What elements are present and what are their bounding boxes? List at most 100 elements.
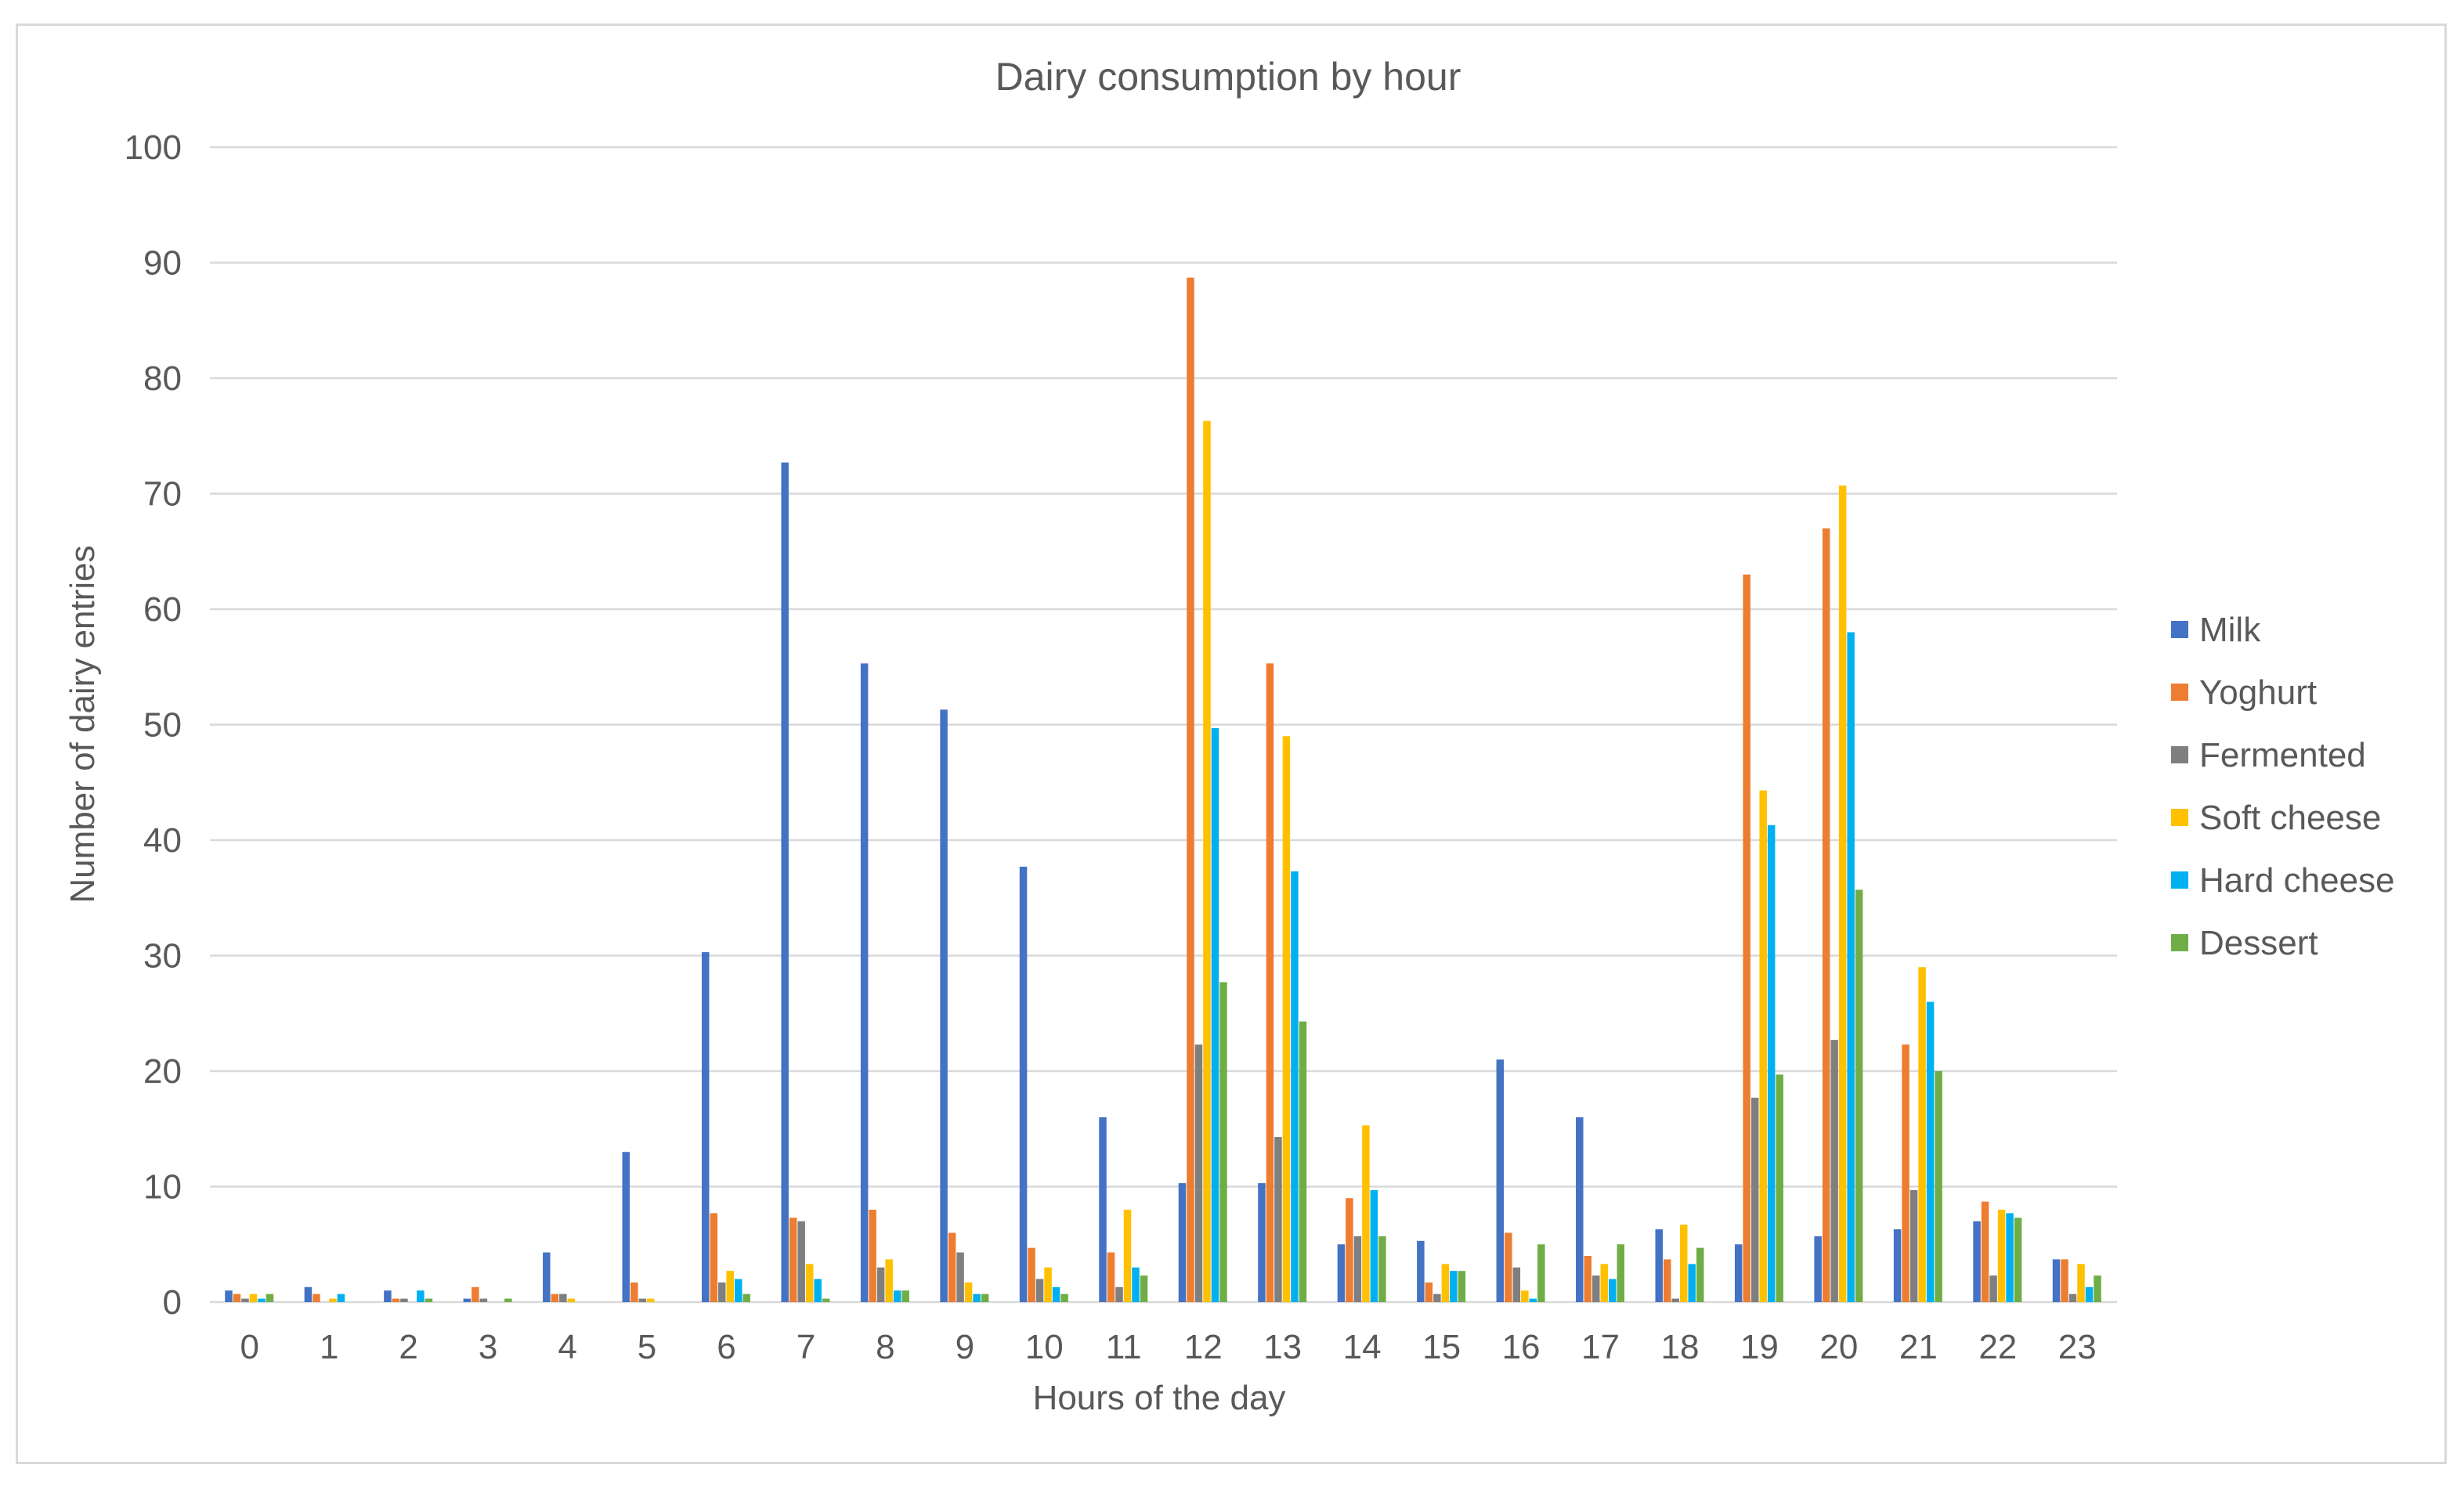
x-tick-label: 8 <box>876 1328 894 1366</box>
bar <box>1107 1252 1115 1302</box>
bar <box>1258 1183 1266 1302</box>
bar <box>567 1298 576 1302</box>
bar <box>463 1298 471 1302</box>
bar <box>1115 1286 1123 1302</box>
y-tick-label: 10 <box>143 1168 182 1207</box>
y-tick-label: 50 <box>143 706 182 745</box>
bar <box>233 1293 241 1302</box>
bar <box>400 1298 408 1302</box>
bar <box>1505 1232 1512 1302</box>
bar <box>781 462 789 1303</box>
bar <box>814 1279 822 1302</box>
bar <box>1433 1293 1441 1302</box>
bar <box>1997 1210 2006 1302</box>
bar <box>551 1293 559 1302</box>
bar <box>1529 1298 1537 1302</box>
legend-item-dessert: Dessert <box>2171 924 2318 962</box>
bar <box>973 1293 981 1302</box>
bar <box>981 1293 989 1302</box>
bar <box>956 1252 964 1302</box>
bar <box>1123 1210 1132 1302</box>
bar <box>304 1286 313 1302</box>
bar <box>1441 1264 1450 1302</box>
bar <box>329 1298 337 1302</box>
bar <box>1893 1229 1902 1302</box>
legend-label: Milk <box>2199 611 2261 649</box>
legend-item-soft-cheese: Soft cheese <box>2171 799 2381 837</box>
bar <box>1194 1044 1203 1302</box>
legend-label: Dessert <box>2199 924 2318 962</box>
chart-title: Dairy consumption by hour <box>995 55 1461 99</box>
bar <box>2094 1275 2101 1302</box>
bar <box>1019 866 1028 1302</box>
bar <box>313 1293 320 1302</box>
bar <box>417 1290 425 1302</box>
bar <box>1767 824 1776 1302</box>
bar <box>1140 1275 1148 1302</box>
x-tick-label: 9 <box>956 1328 974 1366</box>
bar <box>1759 790 1767 1302</box>
series-soft-cheese <box>249 420 2085 1303</box>
x-tick-label: 0 <box>240 1328 258 1366</box>
bar <box>1353 1236 1362 1302</box>
y-tick-label: 40 <box>143 821 182 860</box>
bar <box>258 1298 266 1302</box>
bar <box>1830 1040 1838 1302</box>
bar <box>1750 1097 1759 1302</box>
x-tick-label: 19 <box>1740 1328 1779 1366</box>
series-hard-cheese <box>258 632 2094 1302</box>
x-tick-label: 23 <box>2058 1328 2097 1366</box>
bar <box>647 1298 655 1302</box>
bar <box>1855 889 1863 1302</box>
bar <box>2077 1264 2085 1302</box>
bar <box>1617 1244 1625 1302</box>
series-fermented <box>241 1040 2077 1302</box>
bar <box>225 1290 233 1302</box>
series-milk <box>225 462 2061 1303</box>
x-tick-label: 14 <box>1343 1328 1382 1366</box>
bar <box>797 1221 805 1302</box>
bar <box>1584 1256 1592 1302</box>
bar <box>1592 1275 1600 1302</box>
bar <box>638 1298 647 1302</box>
bar <box>1926 1001 1935 1302</box>
bar <box>1776 1074 1783 1302</box>
legend: Milk Yoghurt Fermented Soft cheese Hard chee… <box>2171 611 2394 962</box>
x-tick-label: 7 <box>797 1328 815 1366</box>
bar <box>1337 1244 1346 1302</box>
bar <box>1981 1201 1989 1302</box>
bar <box>622 1152 630 1302</box>
x-tick-label: 1 <box>320 1328 338 1366</box>
x-tick-label: 16 <box>1502 1328 1541 1366</box>
legend-swatch <box>2171 809 2188 826</box>
bar <box>1203 420 1211 1302</box>
bar <box>266 1293 274 1302</box>
legend-label: Fermented <box>2199 736 2366 774</box>
legend-swatch <box>2171 746 2188 763</box>
bar <box>1537 1244 1545 1302</box>
legend-item-hard-cheese: Hard cheese <box>2171 861 2394 900</box>
bar <box>1178 1183 1187 1302</box>
y-tick-label: 30 <box>143 937 182 976</box>
legend-swatch <box>2171 684 2188 701</box>
x-tick-label: 17 <box>1581 1328 1620 1366</box>
bar <box>1734 1244 1743 1302</box>
y-tick-label: 90 <box>143 244 182 283</box>
bar <box>392 1298 400 1302</box>
bar <box>1655 1229 1663 1302</box>
x-axis-title: Hours of the day <box>1033 1379 1286 1417</box>
x-tick-label: 18 <box>1661 1328 1700 1366</box>
y-tick-label: 0 <box>163 1283 182 1322</box>
bar <box>337 1293 345 1302</box>
bar <box>2061 1259 2068 1302</box>
bar <box>2006 1213 2014 1302</box>
x-tick-label: 21 <box>1899 1328 1938 1366</box>
y-tick-label: 80 <box>143 359 182 398</box>
bar <box>1060 1293 1068 1302</box>
x-tick-label: 22 <box>1978 1328 2017 1366</box>
bar <box>1688 1264 1696 1302</box>
x-tick-label: 12 <box>1184 1328 1223 1366</box>
bar <box>1576 1117 1584 1302</box>
bars <box>225 277 2101 1303</box>
bar <box>948 1232 956 1302</box>
